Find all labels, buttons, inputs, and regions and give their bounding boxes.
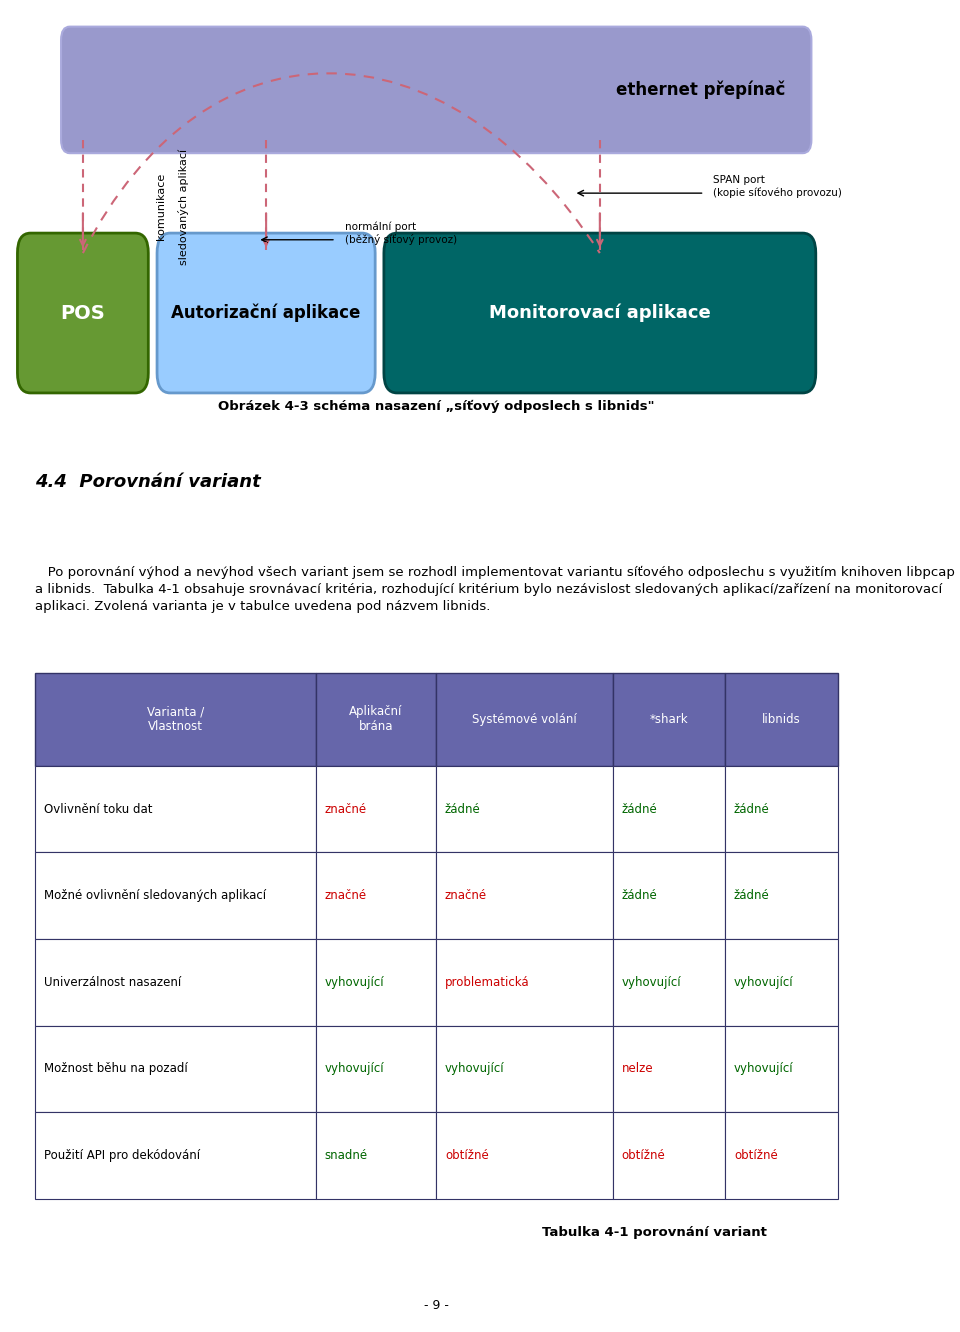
Bar (612, 1112, 725, 1199)
Text: Systémové volání: Systémové volání (472, 713, 577, 726)
Bar (316, 852, 436, 939)
Text: žádné: žádné (621, 803, 658, 815)
Text: Ovlivnění toku dat: Ovlivnění toku dat (43, 803, 152, 815)
Text: sledovaných aplikací: sledovaných aplikací (178, 148, 189, 265)
Bar (436, 766, 612, 852)
Bar (436, 852, 612, 939)
Text: žádné: žádné (734, 890, 770, 902)
Text: Univerzálnost nasazení: Univerzálnost nasazení (43, 976, 180, 988)
Text: Možnost běhu na pozadí: Možnost běhu na pozadí (43, 1063, 187, 1075)
Text: žádné: žádné (734, 803, 770, 815)
Bar (316, 673, 436, 766)
Bar (725, 766, 837, 852)
Text: Autorizační aplikace: Autorizační aplikace (172, 304, 361, 322)
Bar (35, 939, 316, 1026)
Text: Po porovnání výhod a nevýhod všech variant jsem se rozhodl implementovat variant: Po porovnání výhod a nevýhod všech varia… (35, 566, 955, 613)
Bar (35, 1112, 316, 1199)
Text: vyhovující: vyhovující (445, 1063, 505, 1075)
Text: Použití API pro dekódování: Použití API pro dekódování (43, 1150, 200, 1162)
Bar (35, 766, 316, 852)
Text: vyhovující: vyhovující (734, 976, 794, 988)
Text: Varianta /
Vlastnost: Varianta / Vlastnost (147, 705, 204, 734)
Text: vyhovující: vyhovující (621, 976, 682, 988)
Bar (612, 939, 725, 1026)
Text: Možné ovlivnění sledovaných aplikací: Možné ovlivnění sledovaných aplikací (43, 890, 266, 902)
Bar (725, 1112, 837, 1199)
Bar (725, 939, 837, 1026)
Text: komunikace: komunikace (156, 173, 166, 240)
Bar (612, 673, 725, 766)
Text: *shark: *shark (650, 713, 688, 726)
Bar (316, 1112, 436, 1199)
Text: značné: značné (324, 890, 367, 902)
Text: nelze: nelze (621, 1063, 653, 1075)
Text: značné: značné (324, 803, 367, 815)
Bar (436, 939, 612, 1026)
Text: obtížné: obtížné (734, 1150, 778, 1162)
Text: libnids: libnids (762, 713, 801, 726)
FancyBboxPatch shape (17, 233, 149, 393)
Bar (612, 852, 725, 939)
FancyBboxPatch shape (157, 233, 375, 393)
Bar (35, 852, 316, 939)
Text: problematická: problematická (445, 976, 530, 988)
Text: značné: značné (445, 890, 487, 902)
Bar (436, 673, 612, 766)
Text: obtížné: obtížné (445, 1150, 489, 1162)
Text: ethernet přepínač: ethernet přepínač (616, 81, 785, 99)
Text: žádné: žádné (621, 890, 658, 902)
Text: - 9 -: - 9 - (423, 1299, 448, 1312)
Bar (35, 673, 316, 766)
Text: SPAN port
(kopie síťového provozu): SPAN port (kopie síťového provozu) (713, 174, 842, 198)
Text: vyhovující: vyhovující (324, 1063, 384, 1075)
Bar (316, 766, 436, 852)
Text: snadné: snadné (324, 1150, 368, 1162)
Bar (725, 1026, 837, 1112)
Text: POS: POS (60, 304, 106, 322)
Bar (35, 1026, 316, 1112)
Text: vyhovující: vyhovující (734, 1063, 794, 1075)
Text: vyhovující: vyhovující (324, 976, 384, 988)
Text: Tabulka 4-1 porovnání variant: Tabulka 4-1 porovnání variant (542, 1225, 767, 1239)
Bar (436, 1026, 612, 1112)
Text: Monitorovací aplikace: Monitorovací aplikace (489, 304, 710, 322)
Bar (316, 939, 436, 1026)
Bar (612, 766, 725, 852)
Text: normální port
(běžný síťový provoz): normální port (běžný síťový provoz) (345, 221, 457, 245)
FancyBboxPatch shape (384, 233, 816, 393)
Text: 4.4  Porovnání variant: 4.4 Porovnání variant (35, 473, 261, 492)
Text: Obrázek 4-3 schéma nasazení „síťový odposlech s libnids": Obrázek 4-3 schéma nasazení „síťový odpo… (218, 400, 655, 413)
Text: Aplikační
brána: Aplikační brána (349, 705, 403, 734)
Bar (725, 852, 837, 939)
Bar (436, 1112, 612, 1199)
Bar (316, 1026, 436, 1112)
Text: obtížné: obtížné (621, 1150, 665, 1162)
Bar (725, 673, 837, 766)
FancyBboxPatch shape (61, 27, 811, 153)
Text: žádné: žádné (445, 803, 481, 815)
Bar (612, 1026, 725, 1112)
